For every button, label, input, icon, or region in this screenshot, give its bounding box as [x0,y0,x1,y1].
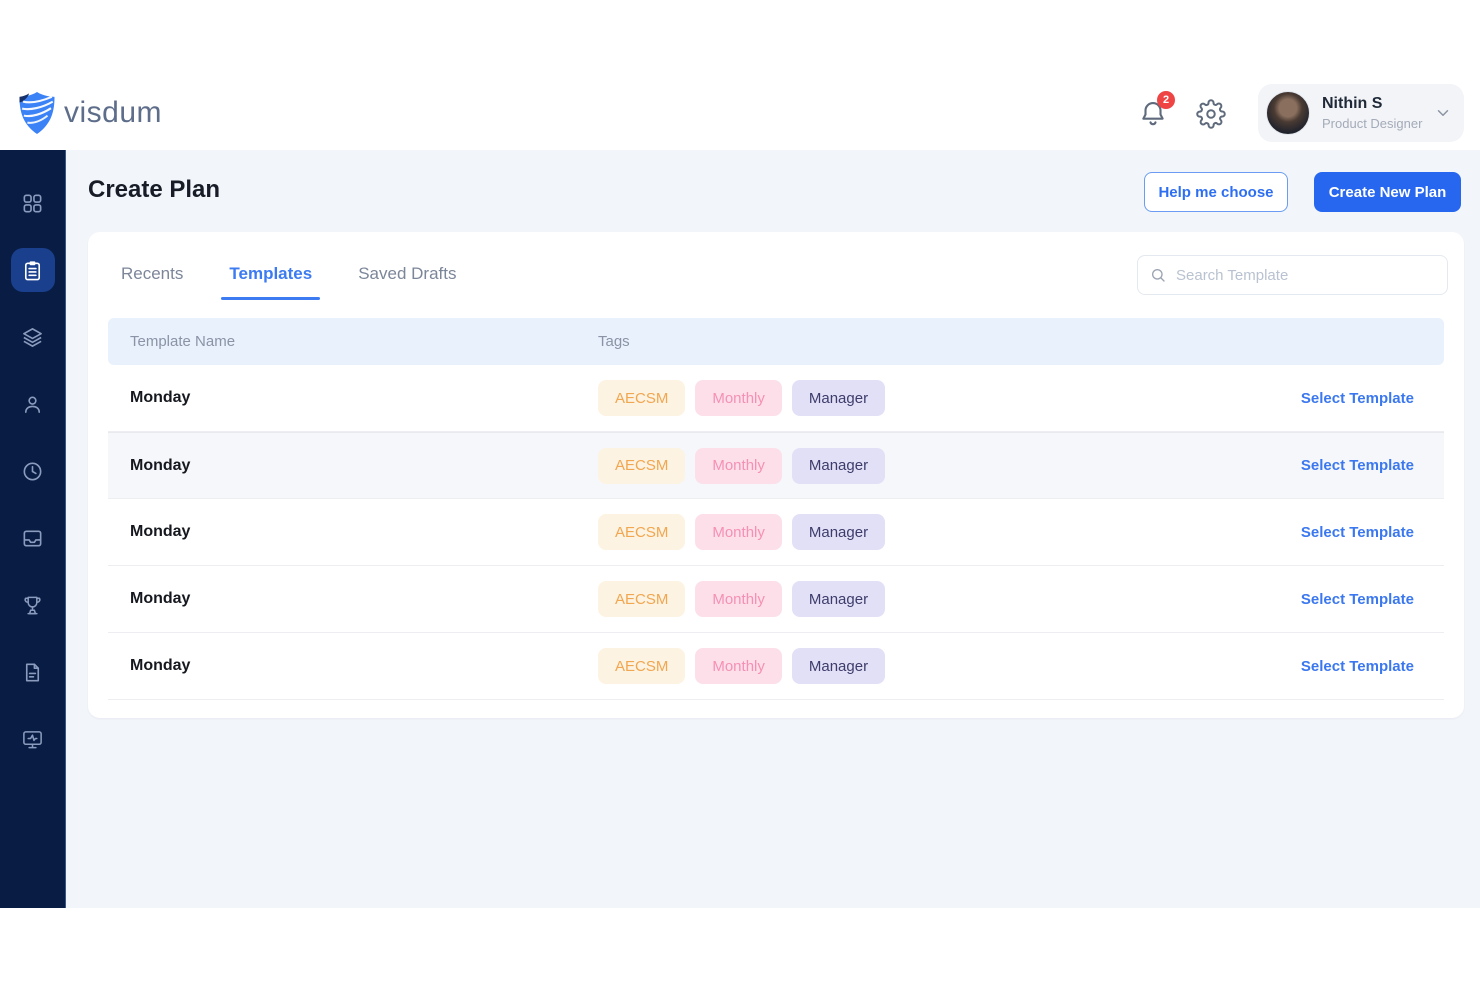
tag-pill: AECSM [598,514,686,550]
chevron-down-icon [1437,110,1449,116]
tag-pill: Monthly [695,380,782,416]
grid-icon [23,194,42,212]
select-template-link[interactable]: Select Template [1300,590,1414,608]
tag-pill: AECSM [598,581,686,617]
tag-list: AECSM Monthly Manager [598,514,886,550]
template-name: Monday [130,657,191,674]
tag-list: AECSM Monthly Manager [598,648,886,684]
table-row: Monday AECSM Monthly Manager Select Templa… [108,432,1444,499]
user-icon [24,395,41,413]
document-icon [25,663,40,681]
brand-logo[interactable]: visdum [16,90,162,136]
tag-pill: AECSM [598,648,686,684]
tag-pill: Manager [791,380,886,416]
search-template-box[interactable] [1137,255,1448,295]
tab-bar: Recents Templates Saved Drafts [113,258,464,300]
tag-pill: Manager [791,514,886,550]
table-row: Monday AECSM Monthly Manager Select Templa… [108,633,1444,700]
table-row: Monday AECSM Monthly Manager Select Templa… [108,499,1444,566]
template-name: Monday [130,590,191,607]
top-header: visdum 2 Nithin S Product Designer [0,0,1480,150]
page-title: Create Plan [88,176,221,203]
template-name: Monday [130,523,191,540]
template-name: Monday [130,389,191,406]
sidebar-item-dashboard[interactable] [11,181,55,225]
layers-icon [23,327,42,347]
create-new-plan-button[interactable]: Create New Plan [1314,172,1461,212]
sidebar-item-inbox[interactable] [11,516,55,560]
sidebar-item-achievements[interactable] [11,583,55,627]
user-meta: Nithin S Product Designer [1322,95,1434,131]
tag-pill: Monthly [695,447,782,484]
column-tags: Tags [598,333,630,350]
tag-pill: Monthly [695,648,782,684]
sidebar-item-history[interactable] [11,449,55,493]
select-template-link[interactable]: Select Template [1300,389,1414,407]
column-template-name: Template Name [130,333,236,350]
clipboard-icon [24,260,41,280]
table-header: Template Name Tags [108,318,1444,365]
notifications-button[interactable]: 2 [1138,91,1175,128]
tag-pill: Manager [791,648,886,684]
sidebar-item-plans[interactable] [10,248,55,292]
tab-saved-drafts[interactable]: Saved Drafts [358,264,457,283]
main-content: Create Plan Help me choose Create New Pl… [66,150,1480,908]
user-menu[interactable]: Nithin S Product Designer [1258,84,1464,142]
select-template-link[interactable]: Select Template [1300,457,1414,474]
inbox-icon [23,529,42,547]
app-window: visdum 2 Nithin S Product Designer [0,0,1480,908]
tag-list: AECSM Monthly Manager [598,581,886,617]
table-row: Monday AECSM Monthly Manager Select Templa… [108,365,1444,432]
help-me-choose-button[interactable]: Help me choose [1144,172,1288,212]
select-template-link[interactable]: Select Template [1300,523,1414,541]
notification-badge: 2 [1157,91,1175,109]
tag-pill: Monthly [695,581,782,617]
monitor-icon [23,730,42,748]
sidebar-item-users[interactable] [11,382,55,426]
trophy-icon [24,596,41,614]
tab-recents[interactable]: Recents [121,264,184,283]
search-template-input[interactable] [1176,266,1435,284]
tag-pill: AECSM [598,380,686,416]
tab-templates[interactable]: Templates [221,258,321,300]
gear-icon [1196,99,1226,129]
tag-pill: Manager [791,581,886,617]
templates-card: Recents Templates Saved Drafts Template … [88,232,1464,718]
visdum-shield-icon [19,92,55,134]
table-row: Monday AECSM Monthly Manager Select Templa… [108,566,1444,633]
avatar [1266,91,1310,135]
brand-name: visdum [64,96,163,129]
user-role: Product Designer [1322,116,1423,131]
user-name: Nithin S [1322,95,1383,112]
sidebar-item-layers[interactable] [11,315,55,359]
sidebar-item-reports[interactable] [11,717,55,761]
tag-pill: Monthly [695,514,782,550]
select-template-link[interactable]: Select Template [1300,657,1414,675]
settings-button[interactable] [1196,99,1226,129]
table-body: Monday AECSM Monthly Manager Select Templa… [108,365,1444,700]
tag-pill: Manager [791,447,886,484]
clock-icon [23,462,42,480]
tag-list: AECSM Monthly Manager [598,380,886,416]
tag-pill: AECSM [598,447,686,484]
template-name: Monday [130,456,191,474]
search-icon [1152,269,1165,282]
tag-list: AECSM Monthly Manager [598,447,886,484]
sidebar-nav [0,150,66,908]
sidebar-item-documents[interactable] [11,650,55,694]
